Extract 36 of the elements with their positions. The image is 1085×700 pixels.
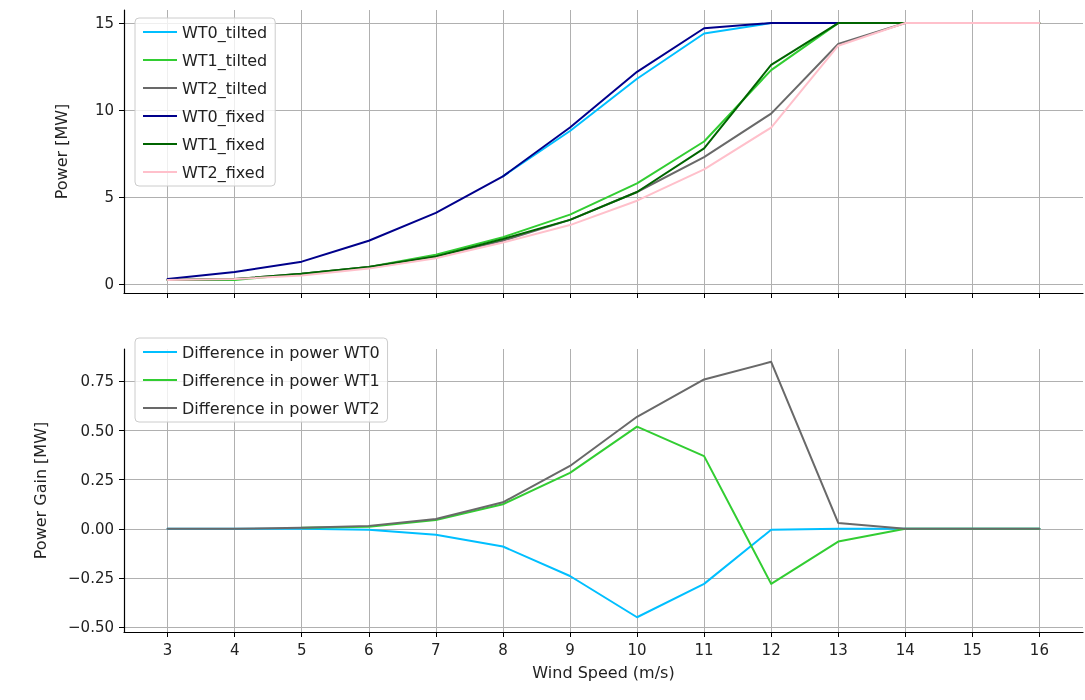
x-tick-label: 3 (162, 640, 173, 659)
y-tick-label: 0.00 (80, 519, 114, 538)
x-tick-label: 10 (627, 640, 647, 659)
x-tick-label: 4 (229, 640, 240, 659)
x-tick-label: 9 (565, 640, 575, 659)
x-tick-label: 14 (895, 640, 915, 659)
y-tick-label: 15 (94, 14, 114, 33)
legend-label: WT0_fixed (182, 106, 265, 127)
y-tick-label: 0 (104, 275, 114, 294)
x-axis-title: Wind Speed (m/s) (532, 662, 675, 682)
y-tick-label: 5 (104, 188, 114, 207)
legend-label: Difference in power WT1 (182, 370, 380, 390)
y-tick-label: −0.25 (68, 568, 114, 587)
legend-label: WT1_fixed (182, 134, 265, 155)
x-tick-label: 8 (498, 640, 508, 659)
x-tick-label: 15 (962, 640, 982, 659)
x-tick-label: 6 (364, 640, 374, 659)
x-tick-label: 11 (694, 640, 714, 659)
legend-label: WT0_tilted (182, 22, 268, 43)
x-tick-label: 13 (828, 640, 848, 659)
legend-label: Difference in power WT0 (182, 342, 380, 362)
y-tick-label: −0.50 (68, 618, 114, 637)
legend-label: WT1_tilted (182, 50, 268, 71)
y-axis-title: Power Gain [MW] (30, 421, 50, 560)
legend-label: WT2_tilted (182, 78, 268, 99)
y-tick-label: 0.25 (80, 470, 114, 489)
y-tick-label: 10 (94, 101, 114, 120)
x-tick-label: 7 (431, 640, 441, 659)
x-tick-label: 12 (761, 640, 781, 659)
legend-label: WT2_fixed (182, 162, 265, 183)
x-tick-label: 16 (1029, 640, 1049, 659)
y-axis-title: Power [MW] (51, 103, 71, 200)
legend-label: Difference in power WT2 (182, 398, 380, 418)
x-tick-label: 5 (296, 640, 307, 659)
y-tick-label: 0.50 (80, 421, 114, 440)
y-tick-label: 0.75 (80, 372, 114, 391)
